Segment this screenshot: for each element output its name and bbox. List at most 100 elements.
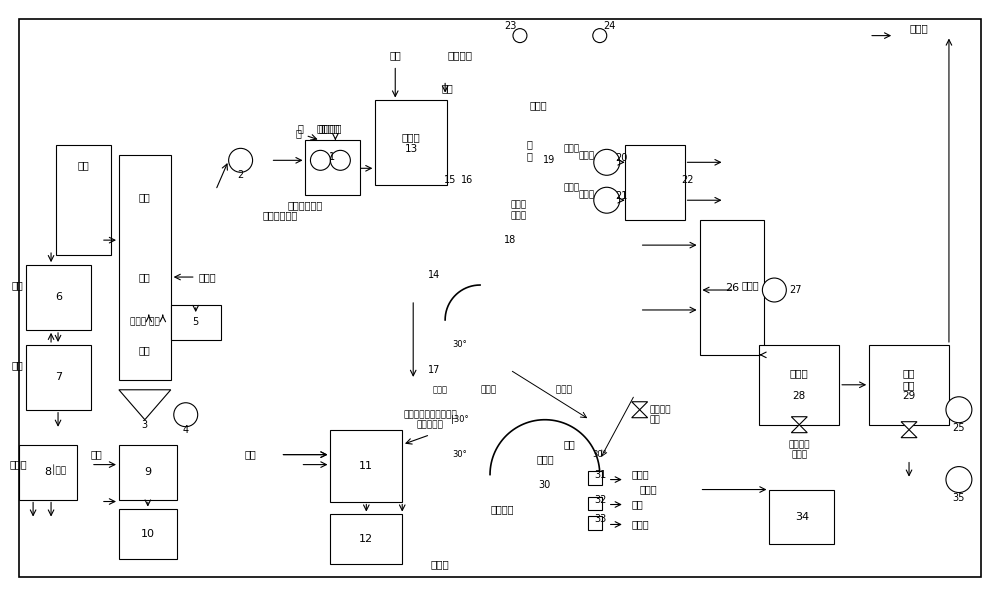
Bar: [330, 514, 402, 564]
Text: 20: 20: [616, 153, 628, 163]
Bar: [56, 146, 111, 255]
Text: 精炭: 精炭: [441, 83, 453, 94]
Text: 气化飞灰: 气化飞灰: [317, 123, 340, 133]
Text: 24: 24: [604, 21, 616, 31]
Polygon shape: [632, 410, 648, 418]
Text: 一次风: 一次风: [564, 144, 580, 153]
Text: 冷空气: 冷空气: [632, 469, 649, 480]
Text: 30°: 30°: [453, 450, 467, 459]
Text: 水: 水: [298, 123, 303, 133]
Bar: [330, 430, 402, 501]
Text: 30°: 30°: [592, 450, 607, 459]
Bar: [588, 471, 602, 485]
Text: │药剂: │药剂: [51, 464, 67, 475]
Polygon shape: [791, 417, 807, 424]
Text: 水泥、生石灰、石膏、
细集料、水: 水泥、生石灰、石膏、 细集料、水: [403, 410, 457, 429]
Text: 水蒸气旋
拧阀: 水蒸气旋 拧阀: [650, 405, 671, 424]
Bar: [305, 140, 360, 195]
Text: 絮凝剂降解剂: 絮凝剂降解剂: [263, 210, 298, 220]
Text: 2: 2: [237, 170, 244, 181]
Text: 8: 8: [45, 467, 52, 477]
Text: 除尘器

28: 除尘器 28: [790, 368, 809, 401]
Text: 贫氧: 贫氧: [564, 440, 576, 450]
Text: 18: 18: [504, 235, 516, 245]
Text: 19: 19: [543, 155, 555, 165]
Text: 23: 23: [504, 21, 516, 31]
Text: 15: 15: [444, 175, 456, 185]
Text: 4: 4: [183, 424, 189, 435]
Text: 废浆液: 废浆液: [9, 459, 27, 469]
Polygon shape: [632, 402, 648, 410]
Bar: [119, 155, 171, 380]
Polygon shape: [901, 430, 917, 437]
Circle shape: [594, 149, 620, 175]
Text: 扫选: 扫选: [139, 345, 151, 355]
Polygon shape: [791, 424, 807, 433]
Text: 养护窑: 养护窑: [536, 455, 554, 465]
Text: 滤液: 滤液: [11, 360, 23, 370]
Text: 27: 27: [789, 285, 802, 295]
Text: 9: 9: [144, 467, 151, 477]
Text: 17: 17: [428, 365, 440, 375]
Text: 燃尽风: 燃尽风: [530, 101, 548, 111]
Text: 脱硝
装置
29: 脱硝 装置 29: [902, 368, 916, 401]
Text: 高温烟
气风口: 高温烟 气风口: [511, 201, 527, 220]
Text: 22: 22: [681, 175, 694, 185]
Text: |30°: |30°: [451, 415, 469, 424]
Text: 6: 6: [55, 292, 62, 303]
Circle shape: [513, 28, 527, 43]
Bar: [759, 345, 839, 424]
Text: 32: 32: [594, 494, 607, 504]
Text: 富
氧: 富 氧: [527, 140, 533, 161]
Circle shape: [946, 397, 972, 423]
Text: 30°: 30°: [453, 340, 467, 349]
Bar: [171, 305, 221, 340]
Text: 一次风: 一次风: [432, 385, 447, 394]
Text: 液态水: 液态水: [431, 559, 450, 570]
Bar: [769, 490, 834, 545]
Text: 11: 11: [359, 461, 373, 471]
Text: 尾灰: 尾灰: [245, 450, 256, 459]
Bar: [19, 445, 77, 500]
Text: 25: 25: [953, 423, 965, 433]
Bar: [588, 516, 602, 530]
Bar: [625, 146, 685, 220]
Bar: [26, 345, 91, 410]
Text: 起泡剂 空气: 起泡剂 空气: [130, 317, 160, 326]
Text: 26: 26: [725, 282, 739, 292]
Polygon shape: [901, 422, 917, 430]
Text: 14: 14: [428, 270, 440, 280]
Circle shape: [174, 403, 198, 427]
Bar: [26, 265, 91, 330]
Text: 高温烟气: 高温烟气: [448, 50, 473, 60]
Bar: [588, 497, 602, 510]
Text: 34: 34: [795, 512, 809, 522]
Text: 7: 7: [55, 372, 62, 382]
Text: 二次风: 二次风: [480, 385, 496, 394]
Bar: [869, 345, 949, 424]
Bar: [119, 510, 177, 559]
Circle shape: [330, 150, 350, 170]
Text: 一次风: 一次风: [579, 151, 595, 160]
Text: 卫燃带: 卫燃带: [640, 484, 657, 494]
Text: 水: 水: [296, 128, 301, 139]
Bar: [375, 101, 447, 185]
Bar: [700, 220, 764, 355]
Text: 二次风: 二次风: [550, 385, 572, 394]
Text: 10: 10: [141, 529, 155, 539]
Text: 清液: 清液: [11, 280, 23, 290]
Text: 粗选: 粗选: [139, 272, 151, 282]
Circle shape: [229, 149, 253, 172]
Text: 二次风: 二次风: [579, 191, 595, 200]
Circle shape: [593, 28, 607, 43]
Text: 精选: 精选: [77, 160, 89, 170]
Text: 30: 30: [539, 480, 551, 490]
Text: 21: 21: [616, 191, 628, 201]
Text: 二次风: 二次风: [564, 184, 580, 193]
Text: 35: 35: [953, 493, 965, 503]
Text: 一次风: 一次风: [909, 24, 928, 34]
Text: 16: 16: [461, 175, 473, 185]
Text: 12: 12: [359, 535, 373, 545]
Circle shape: [946, 466, 972, 493]
Text: 滤液: 滤液: [90, 450, 102, 459]
